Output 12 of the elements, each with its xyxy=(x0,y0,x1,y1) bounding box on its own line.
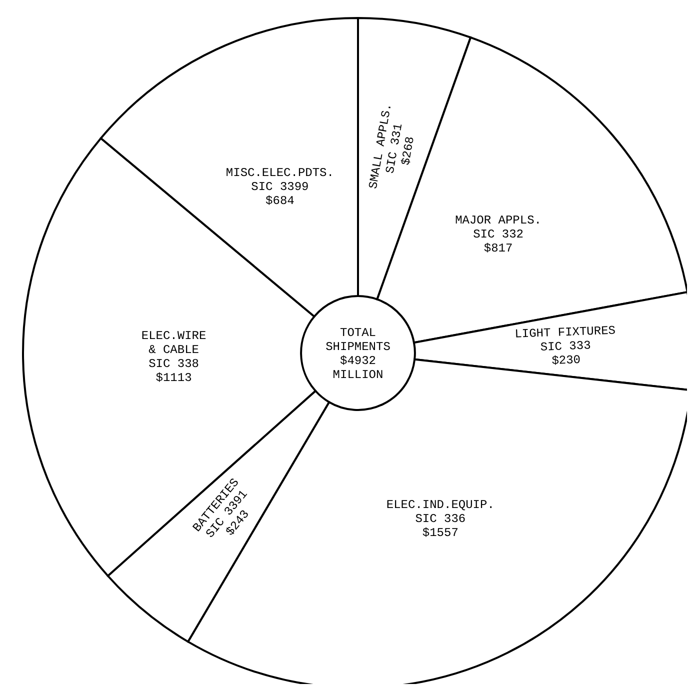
data-label: $817 xyxy=(484,242,513,256)
slice-label: MISC.ELEC.PDTS. SIC 3399 xyxy=(226,166,334,194)
data-label: $1557 xyxy=(422,526,458,540)
slice-label: ELEC.IND.EQUIP. SIC 336 xyxy=(386,498,494,526)
data-label: $684 xyxy=(266,194,294,208)
data-label: $230 xyxy=(551,353,581,368)
data-label: $1113 xyxy=(156,370,192,385)
slice-label: LIGHT FIXTURES SIC 333 xyxy=(514,324,616,354)
text: TOTAL SHIPMENTS $4932 MILLION xyxy=(326,326,390,382)
slice-label: ELEC.WIRE & CABLE SIC 338 xyxy=(141,328,206,371)
data-label: $268 xyxy=(398,136,418,166)
slice-label: MAJOR APPLS. SIC 332 xyxy=(455,214,542,242)
